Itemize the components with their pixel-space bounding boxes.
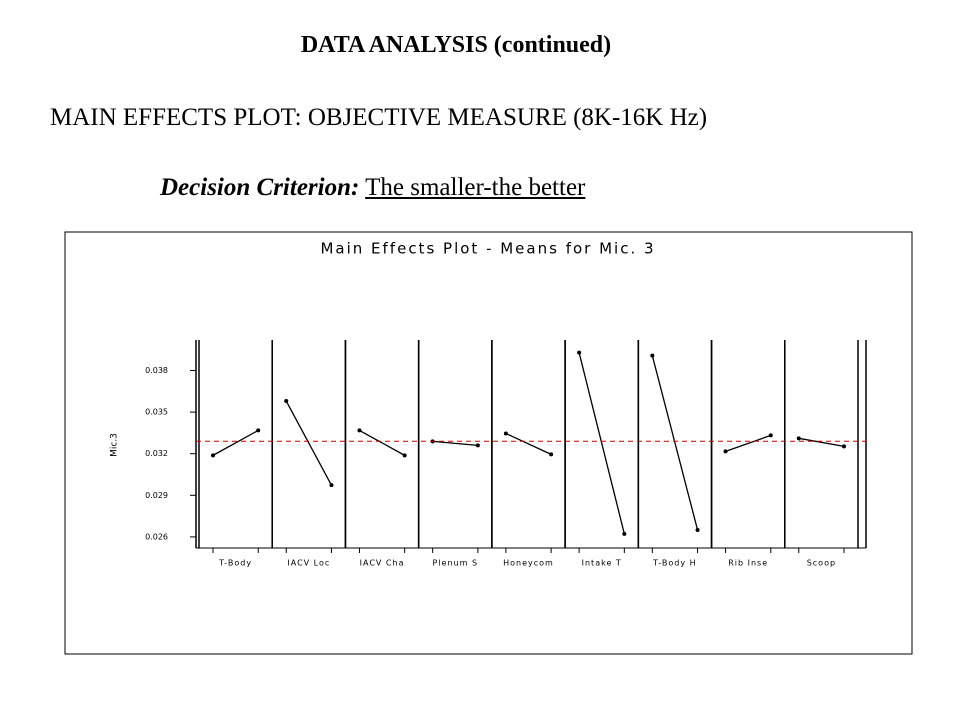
effect-line [725,434,771,452]
y-axis-label: Mic.3 [110,433,120,457]
effect-point [842,444,846,449]
effect-point [284,399,289,404]
y-tick-label: 0.035 [145,408,168,417]
heading: DATA ANALYSIS (continued) [300,32,612,58]
x-tick-label: T-Body [218,559,252,568]
effect-point [723,449,728,454]
effect-line [432,440,478,447]
criterion-text: The smaller-the better [365,174,586,201]
effect-line [212,429,259,456]
x-tick-label: T-Body H [652,559,697,568]
effect-line [578,352,625,535]
effect-line [359,429,405,456]
x-tick-label: IACV Cha [360,559,405,568]
x-tick-label: Rib Inse [728,559,768,568]
x-tick-label: Intake T [582,559,622,568]
x-tick-label: Plenum S [433,559,479,568]
effect-point [549,452,554,457]
chart-frame [64,231,913,655]
criterion: Decision Criterion: The smaller-the bett… [160,174,585,202]
criterion-label: Decision Criterion: [160,174,360,201]
effect-point [503,431,508,436]
y-tick-label: 0.032 [145,449,168,458]
effect-point [357,428,362,433]
effect-line [651,355,699,531]
effect-point [650,353,655,358]
y-tick-label: 0.026 [145,532,168,541]
y-tick-label: 0.038 [145,366,168,375]
effect-line [285,400,333,486]
effect-point [796,436,801,441]
effect-line [798,437,845,447]
chart-title: Main Effects Plot - Means for Mic. 3 [320,240,655,258]
y-tick-label: 0.029 [145,491,168,500]
x-tick-label: IACV Loc [287,559,330,568]
effect-point [329,483,334,488]
effect-point [211,453,215,458]
effect-point [402,453,407,458]
effect-point [695,527,700,532]
effect-point [768,433,773,438]
x-tick-label: Scoop [807,559,836,568]
subheading: MAIN EFFECTS PLOT: OBJECTIVE MEASURE (8K… [50,104,708,131]
effect-point [577,350,582,355]
effect-point [475,443,480,448]
effect-point [256,428,261,433]
x-tick-label: Honeycom [503,559,554,568]
effect-point [622,531,627,536]
effect-line [505,432,552,455]
